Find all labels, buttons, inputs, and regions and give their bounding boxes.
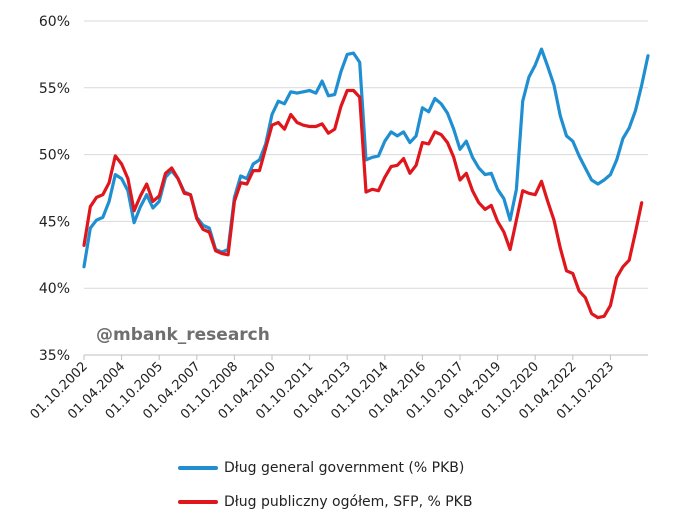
- legend-swatch-public-debt: [178, 500, 218, 504]
- legend-item-public-debt: Dług publiczny ogółem, SFP, % PKB: [178, 492, 472, 512]
- watermark: @mbank_research: [96, 325, 270, 345]
- series-line-general-government: [82, 47, 650, 269]
- y-tick-label: 55%: [39, 81, 70, 97]
- y-tick-label: 40%: [39, 281, 70, 297]
- grid-lines: [84, 20, 648, 356]
- legend-item-general-government: Dług general government (% PKB): [178, 458, 472, 478]
- y-axis-ticks: 35% 40% 45% 50% 55% 60%: [39, 14, 70, 364]
- x-axis-ticks: 01.10.200201.04.200401.10.200501.04.2007…: [28, 355, 617, 422]
- line-chart: 35% 40% 45% 50% 55% 60% 01.10.200201.04.20040…: [28, 14, 650, 422]
- legend-label-general-government: Dług general government (% PKB): [224, 460, 465, 476]
- y-tick-label: 60%: [39, 14, 70, 30]
- y-tick-label: 35%: [39, 348, 70, 364]
- series-line-public-debt: [82, 88, 644, 320]
- y-tick-label: 50%: [39, 148, 70, 164]
- series-lines: [82, 47, 650, 320]
- legend-label-public-debt: Dług publiczny ogółem, SFP, % PKB: [224, 494, 473, 510]
- y-tick-label: 45%: [39, 214, 70, 230]
- legend-swatch-general-government: [178, 466, 218, 470]
- legend: Dług general government (% PKB) Dług pub…: [178, 458, 472, 526]
